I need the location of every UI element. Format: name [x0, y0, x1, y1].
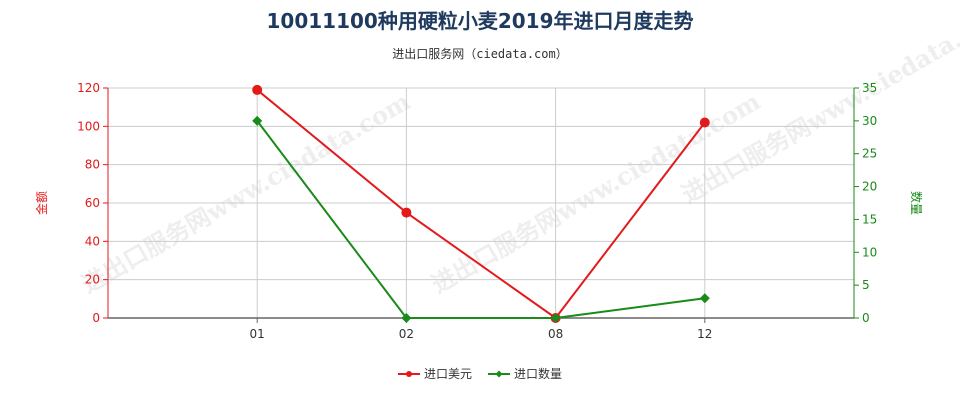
left-tick-label: 60 [85, 196, 100, 210]
chart-title: 10011100种用硬粒小麦2019年进口月度走势 [267, 9, 694, 33]
data-point-1[interactable] [699, 117, 710, 128]
left-axis-title: 金额 [34, 191, 49, 215]
watermark-text: 进出口服务网www.ciedata.com [76, 87, 415, 299]
legend-label[interactable]: 进口美元 [424, 367, 472, 381]
legend-marker [495, 370, 503, 378]
series-line-1 [256, 89, 706, 320]
watermark: 进出口服务网www.ciedata.com 进出口服务网www.ciedata.c… [76, 0, 960, 299]
left-tick-label: 20 [85, 273, 100, 287]
right-tick-label: 20 [862, 180, 877, 194]
data-point-2[interactable] [401, 313, 412, 323]
data-point-1[interactable] [401, 207, 412, 218]
right-tick-label: 0 [862, 311, 870, 325]
right-tick-label: 5 [862, 278, 870, 292]
right-tick-label: 10 [862, 245, 877, 259]
left-tick-label: 100 [77, 119, 100, 133]
series-line-2 [256, 120, 705, 319]
x-tick-label: 12 [697, 327, 712, 341]
left-tick-label: 120 [77, 81, 100, 95]
right-tick-label: 30 [862, 114, 877, 128]
axes: 0 20 40 60 80 100 120 0 5 10 15 20 25 30 35 01 02 08 12 [77, 81, 877, 341]
left-tick-label: 0 [92, 311, 100, 325]
x-tick-label: 08 [548, 327, 563, 341]
data-point-2[interactable] [550, 313, 561, 323]
legend-marker [406, 371, 412, 377]
data-point-2[interactable] [699, 293, 710, 304]
right-tick-label: 25 [862, 147, 877, 161]
right-tick-label: 35 [862, 81, 877, 95]
right-tick-label: 15 [862, 212, 877, 226]
legend-label[interactable]: 进口数量 [514, 366, 562, 381]
legend[interactable]: 进口美元 进口数量 [398, 366, 562, 381]
x-tick-label: 01 [250, 327, 265, 341]
x-tick-label: 02 [399, 327, 414, 341]
left-tick-label: 40 [85, 234, 100, 248]
left-tick-label: 80 [85, 158, 100, 172]
right-axis-title: 数量 [909, 191, 924, 215]
data-point-1[interactable] [252, 84, 263, 95]
data-point-2[interactable] [252, 115, 263, 126]
chart-subtitle: 进出口服务网（ciedata.com） [392, 46, 567, 61]
series [252, 84, 710, 323]
